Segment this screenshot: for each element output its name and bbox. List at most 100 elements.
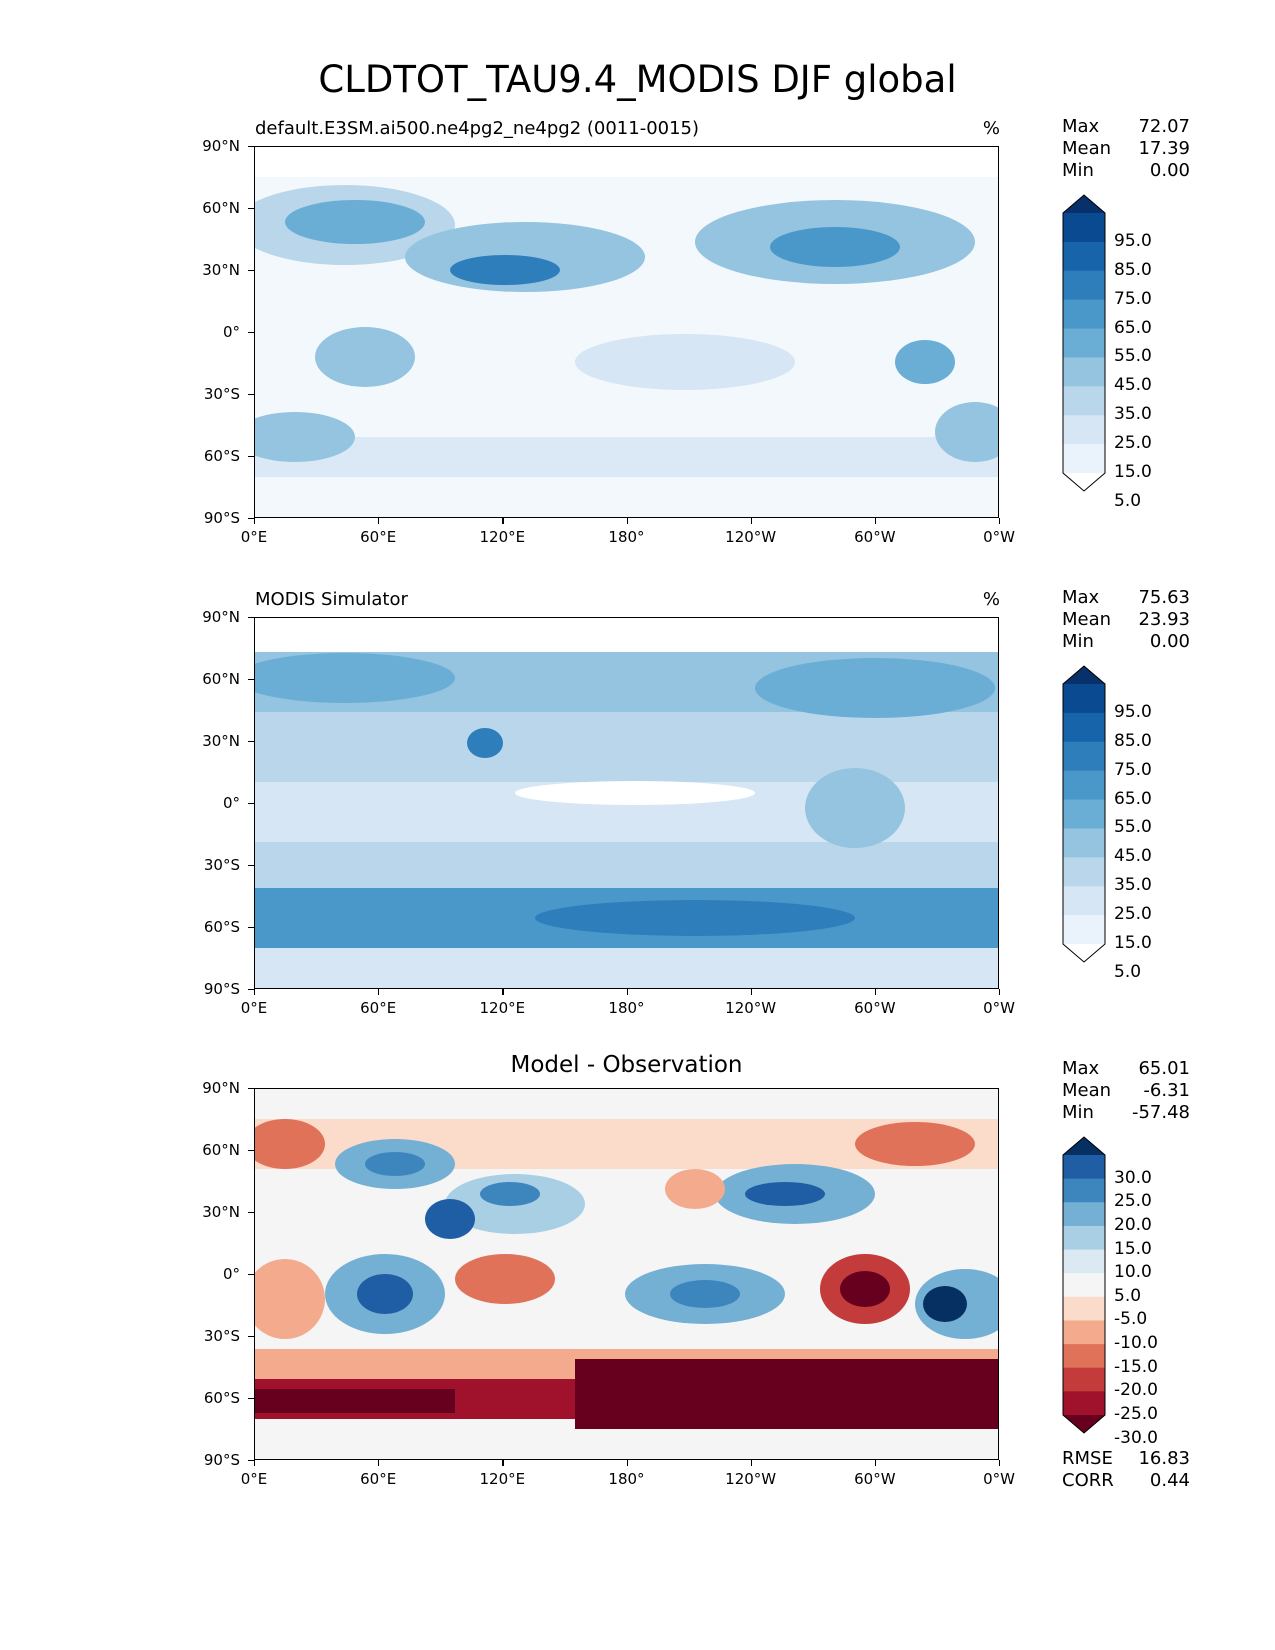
page-title: CLDTOT_TAU9.4_MODIS DJF global [318,58,957,101]
y-tick-mark [248,518,254,520]
colorbar-tick-label: 95.0 [1114,701,1152,722]
colorbar-band [1063,684,1105,714]
y-tick-label: 30°N [202,732,240,750]
colorbar-tick-label: 35.0 [1114,875,1152,896]
colorbar-tick-label: 85.0 [1114,259,1152,280]
colorbar-band [1063,270,1105,301]
stat-label: RMSE [1062,1448,1113,1469]
x-tick-mark [626,518,628,524]
colorbar-tick-label: 65.0 [1114,788,1152,809]
y-tick-mark [248,1336,254,1338]
y-tick-mark [248,1212,254,1214]
stat-value: 16.83 [1138,1448,1190,1469]
y-tick-mark [248,865,254,867]
x-tick-label: 60°W [854,528,896,546]
y-tick-mark [248,270,254,272]
colorbar-band [1063,386,1105,416]
x-tick-mark [254,989,256,995]
y-tick-mark [248,1460,254,1462]
colorbar-tick-label: 5.0 [1114,490,1142,511]
colorbar-outline [1062,665,1106,963]
x-tick-mark [378,1460,380,1466]
colorbar-band [1063,1367,1105,1392]
colorbar-tick-label: 75.0 [1114,288,1152,309]
colorbar-tick-label: -15.0 [1114,1356,1158,1377]
map-plot [254,617,999,989]
stat-value: 23.93 [1138,609,1190,630]
y-tick-mark [248,803,254,805]
colorbar-tick-label: 55.0 [1114,346,1152,367]
stat-label: Min [1062,631,1094,652]
colorbar-tick-label: 15.0 [1114,1238,1152,1259]
colorbar-band [1063,1249,1105,1274]
y-tick-label: 0° [222,794,240,812]
x-tick-mark [874,989,877,995]
stat-row: Mean 23.93 [1062,609,1190,631]
x-tick-label: 60°W [854,1470,896,1488]
colorbar-band [1063,241,1105,272]
y-tick-mark [248,1398,254,1400]
panel-title: default.E3SM.ai500.ne4pg2_ne4pg2 (0011-0… [255,118,700,139]
y-tick-label: 90°S [203,509,240,527]
stat-value: -57.48 [1131,1102,1190,1123]
colorbar-tick-label: 85.0 [1114,730,1152,751]
stat-row: Min 0.00 [1062,160,1190,182]
colorbar-band [1063,444,1105,474]
x-tick-mark [254,518,256,524]
colorbar-band [1063,828,1105,858]
colorbar-band [1063,1320,1105,1345]
x-tick-mark [750,989,752,995]
stat-row: RMSE 16.83 [1062,1448,1190,1470]
stat-row: Mean -6.31 [1062,1080,1190,1102]
x-tick-mark [750,518,752,524]
y-tick-label: 30°N [202,1203,240,1221]
x-tick-mark [999,989,1001,995]
colorbar-band [1063,1296,1105,1321]
colorbar-band [1063,328,1105,358]
colorbar-tick-label: -5.0 [1114,1309,1148,1330]
colorbar-band [1063,915,1105,945]
units-label: % [982,118,1000,139]
y-tick-label: 90°N [202,608,240,626]
x-tick-mark [874,1460,877,1466]
x-tick-label: 180° [608,1470,645,1488]
map-plot [254,1088,999,1460]
x-tick-label: 0°W [983,1470,1015,1488]
difference-field [255,1119,998,1429]
y-tick-label: 30°S [203,1327,240,1345]
y-tick-label: 90°N [202,137,240,155]
units-label: % [982,589,1000,610]
y-tick-label: 30°N [202,261,240,279]
colorbar-band [1063,1391,1105,1416]
y-tick-mark [248,394,254,396]
y-tick-label: 90°S [203,1451,240,1469]
colorbar-outline [1062,194,1106,492]
stat-label: Max [1062,587,1100,608]
colorbar-extend-min [1063,473,1105,491]
x-tick-label: 0°E [240,999,268,1017]
stat-row: Max 75.63 [1062,587,1190,609]
x-tick-mark [626,989,628,995]
colorbar-band [1063,886,1105,916]
x-tick-mark [874,518,877,524]
colorbar-band [1063,799,1105,829]
y-tick-label: 60°S [203,918,240,936]
y-tick-label: 60°N [202,670,240,688]
colorbar-band [1063,770,1105,801]
panel-model: default.E3SM.ai500.ne4pg2_ne4pg2 (0011-0… [0,118,1275,596]
colorbar-band [1063,857,1105,887]
colorbar-tick-label: 25.0 [1114,1191,1152,1212]
x-tick-label: 180° [608,999,645,1017]
stat-label: Min [1062,1102,1094,1123]
stat-row: CORR 0.44 [1062,1470,1190,1492]
colorbar-tick-label: 15.0 [1114,933,1152,953]
colorbar-tick-label: 15.0 [1114,462,1152,482]
stat-value: 65.01 [1138,1058,1190,1079]
stat-row: Min -57.48 [1062,1102,1190,1124]
colorbar-band [1063,415,1105,445]
x-tick-mark [999,1460,1001,1466]
colorbar-band [1063,1178,1105,1203]
stat-label: Mean [1062,609,1112,630]
stat-value: -6.31 [1143,1080,1190,1101]
x-tick-label: 120°W [725,528,777,546]
